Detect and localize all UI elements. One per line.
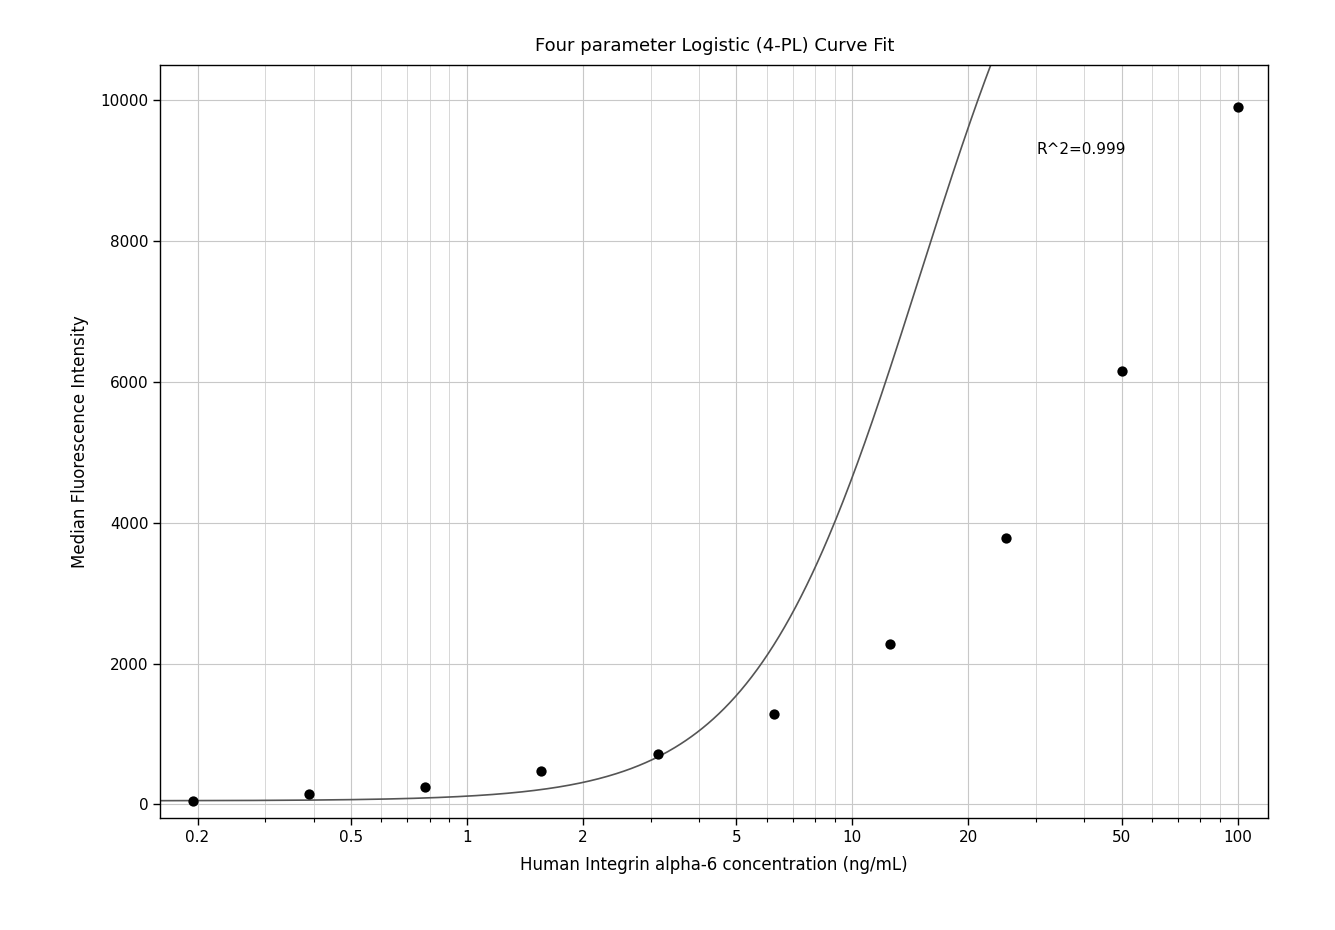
Point [1227, 100, 1248, 114]
Point [647, 746, 669, 761]
Point [1111, 364, 1132, 379]
Point [183, 793, 204, 808]
Title: Four parameter Logistic (4-PL) Curve Fit: Four parameter Logistic (4-PL) Curve Fit [534, 37, 894, 55]
Text: R^2=0.999: R^2=0.999 [1036, 142, 1125, 157]
Point [764, 707, 785, 722]
Y-axis label: Median Fluorescence Intensity: Median Fluorescence Intensity [71, 315, 89, 568]
Point [531, 764, 553, 778]
Point [995, 531, 1016, 546]
Point [415, 779, 437, 794]
X-axis label: Human Integrin alpha-6 concentration (ng/mL): Human Integrin alpha-6 concentration (ng… [521, 857, 908, 874]
Point [299, 787, 320, 802]
Point [878, 636, 900, 651]
